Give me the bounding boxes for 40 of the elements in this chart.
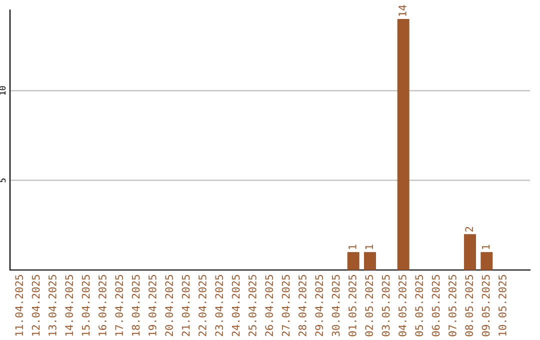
x-tick-label: 20.04.2025	[165, 275, 174, 336]
x-tick-label: 26.04.2025	[265, 275, 274, 336]
x-tick-label: 08.05.2025	[465, 275, 474, 336]
x-tick-label: 21.04.2025	[182, 275, 190, 336]
x-tick-label: 02.05.2025	[365, 275, 374, 336]
x-tick-label: 12.04.2025	[32, 275, 40, 336]
x-tick-label: 15.04.2025	[82, 275, 90, 336]
bar	[480, 252, 493, 270]
x-tick-label: 10.05.2025	[498, 275, 506, 336]
data-label: 1	[365, 244, 373, 250]
x-tick-label: 01.05.2025	[348, 275, 356, 336]
x-tick-label: 06.05.2025	[432, 275, 440, 336]
x-tick-label: 16.04.2025	[98, 275, 106, 336]
x-tick-label: 30.04.2025	[332, 275, 340, 336]
x-tick-label: 13.04.2025	[48, 275, 56, 336]
x-tick-label: 24.04.2025	[232, 275, 240, 336]
x-tick-label: 25.04.2025	[248, 275, 256, 336]
x-tick-label: 29.04.2025	[315, 275, 324, 336]
x-tick-label: 27.04.2025	[282, 275, 290, 336]
data-label: 1	[482, 244, 490, 250]
bar	[364, 252, 376, 270]
data-label: 1	[348, 244, 356, 250]
x-tick-label: 18.04.2025	[132, 275, 140, 336]
data-label: 2	[465, 226, 473, 232]
x-tick-label: 19.04.2025	[148, 275, 156, 336]
bar	[347, 252, 360, 270]
data-label: 14	[398, 5, 406, 16]
x-tick-label: 05.05.2025	[415, 275, 424, 336]
x-tick-label: 11.04.2025	[15, 275, 24, 336]
x-tick-label: 23.04.2025	[215, 275, 224, 336]
x-tick-label: 14.04.2025	[65, 275, 74, 336]
bar	[397, 18, 410, 270]
x-tick-label: 17.04.2025	[115, 275, 124, 336]
x-tick-label: 07.05.2025	[448, 275, 456, 336]
bar	[464, 234, 476, 270]
x-tick-label: 04.05.2025	[398, 275, 406, 336]
x-tick-label: 28.04.2025	[298, 275, 306, 336]
x-tick-label: 09.05.2025	[482, 275, 490, 336]
x-tick-label: 22.04.2025	[198, 275, 206, 336]
x-tick-label: 03.05.2025	[382, 275, 390, 336]
